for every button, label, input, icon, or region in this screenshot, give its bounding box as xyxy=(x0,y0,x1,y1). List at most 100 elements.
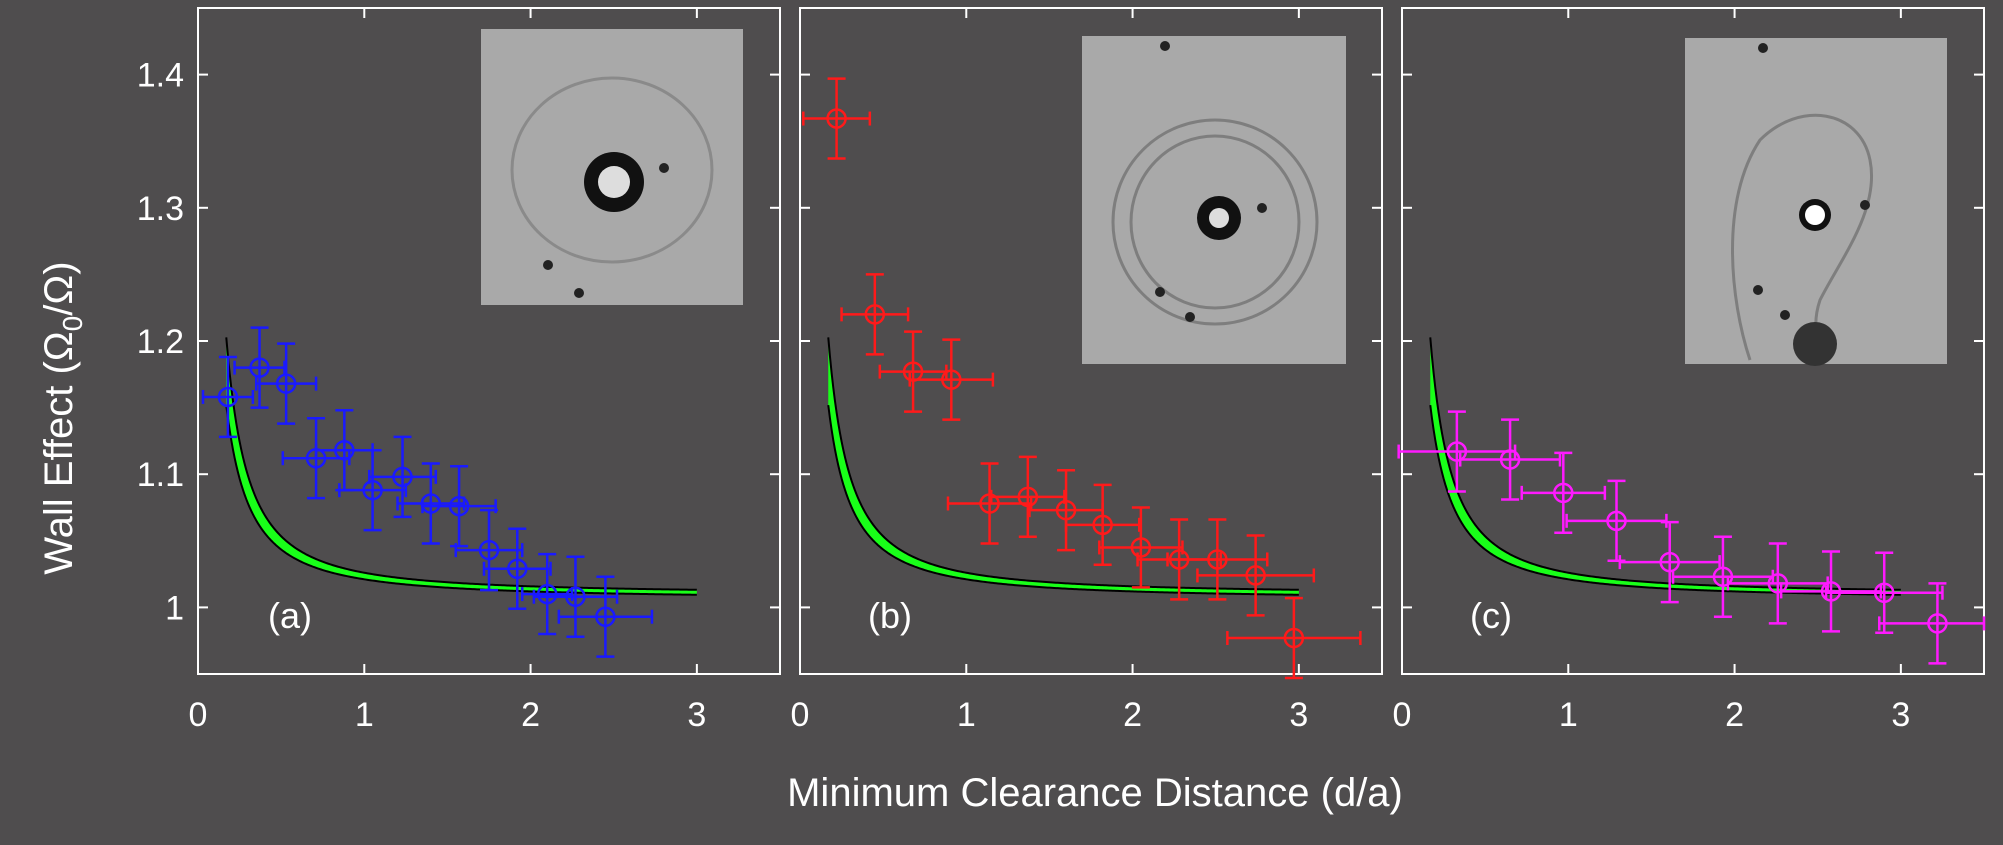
panel-c-marker xyxy=(1553,482,1574,504)
panel-b-band-fill xyxy=(828,337,1299,595)
panel-a-ticks: 0 1 2 3 1 1.1 1.2 1.3 1.4 xyxy=(137,8,780,734)
panel-c-marker xyxy=(1873,582,1895,603)
panel-a-data-point xyxy=(482,527,552,610)
panel-a-marker xyxy=(507,558,528,580)
panel-c-data-point xyxy=(1877,582,1986,665)
panel-a-y-tick-label: 1.4 xyxy=(137,57,184,95)
panel-c-x-tick-label: 1 xyxy=(1559,696,1578,734)
panel-a-marker xyxy=(249,357,270,378)
panel-b-ticks: 0 1 2 3 xyxy=(791,8,1382,734)
panel-c-marker xyxy=(1606,510,1627,532)
panel-a-inset-particle-core xyxy=(598,166,630,198)
panel-a-data-points xyxy=(201,326,654,658)
panel-b: 0 1 2 3 (b) xyxy=(791,7,1383,734)
panel-c-x-tick-label: 0 xyxy=(1393,696,1412,734)
panel-b-band-upper-edge xyxy=(827,337,1299,591)
panel-a-marker xyxy=(478,539,500,561)
panel-a-y-tick-label: 1.1 xyxy=(137,456,184,494)
panel-b-data-point xyxy=(1166,518,1269,601)
panel-a-marker xyxy=(217,386,239,408)
panel-b-data-point xyxy=(840,273,910,356)
panel-c-marker xyxy=(1659,551,1680,573)
panel-a-marker xyxy=(392,466,413,488)
panel-c-marker xyxy=(1712,566,1734,588)
panel-b-inset-ring-inner xyxy=(1129,134,1301,310)
panel-a-data-point xyxy=(233,326,286,409)
panel-c-inset-dot xyxy=(1780,310,1790,320)
panel-c-data-point xyxy=(1458,418,1562,501)
panel-c-data-point xyxy=(1520,451,1607,535)
panel-b-x-tick-label: 0 xyxy=(791,696,810,734)
panel-a: 0 1 2 3 1 1.1 1.2 1.3 1.4 (a) xyxy=(137,7,781,734)
panel-b-data-point xyxy=(908,338,995,421)
panel-a-x-tick-label: 0 xyxy=(189,696,208,734)
panel-b-theory-band xyxy=(827,337,1299,596)
panel-a-data-point xyxy=(532,555,619,638)
panel-a-y-tick-label: 1.2 xyxy=(137,323,184,361)
panel-c-inset-dot xyxy=(1753,285,1763,295)
panel-b-data-point xyxy=(946,462,1033,545)
panel-a-band-lower-edge xyxy=(225,404,697,596)
panel-c-inset-particle-core xyxy=(1805,205,1825,225)
panel-a-data-point xyxy=(421,464,497,548)
panel-a-data-point xyxy=(396,462,466,545)
panel-a-marker xyxy=(595,606,616,627)
panel-a-marker xyxy=(565,586,586,607)
panel-b-band-lower-edge xyxy=(827,404,1299,596)
panel-b-marker xyxy=(1017,486,1039,508)
panel-a-band-upper-edge xyxy=(225,337,697,591)
panel-c-marker xyxy=(1820,581,1842,602)
y-axis-label-sub: 0 xyxy=(57,316,88,332)
panel-b-data-point xyxy=(989,455,1066,539)
panel-c-data-point xyxy=(1779,550,1883,633)
panel-c: 0 1 2 3 (c) xyxy=(1393,7,1986,734)
panel-a-data-point xyxy=(557,575,654,658)
panel-c-data-point xyxy=(1618,520,1721,604)
panel-a-marker xyxy=(362,479,383,501)
panel-a-theory-band xyxy=(225,337,697,596)
panel-b-x-tick-label: 1 xyxy=(957,696,976,734)
panel-a-y-tick-label: 1.3 xyxy=(137,190,184,228)
panel-c-data-point xyxy=(1726,542,1829,625)
panel-a-inset-dot xyxy=(659,163,669,173)
panel-c-data-point xyxy=(1565,479,1668,563)
panel-c-ticks: 0 1 2 3 xyxy=(1393,8,1984,734)
panel-a-inset-photo xyxy=(481,29,743,305)
panel-b-marker xyxy=(826,108,847,129)
panel-b-marker xyxy=(1092,514,1113,536)
y-axis-label-main: Wall Effect (Ω xyxy=(37,331,81,574)
panel-a-data-point xyxy=(521,552,574,636)
panel-a-marker xyxy=(334,439,355,461)
panel-a-inset-dot xyxy=(543,260,553,270)
panel-a-marker xyxy=(536,583,558,605)
panel-c-x-tick-label: 2 xyxy=(1725,696,1744,734)
panel-b-inset-dot xyxy=(1185,312,1195,322)
panel-c-marker xyxy=(1446,441,1468,462)
panel-b-data-point xyxy=(1064,483,1141,567)
panel-c-marker xyxy=(1927,613,1948,634)
y-axis-label-end: /Ω) xyxy=(37,261,81,315)
panel-b-marker xyxy=(979,493,1000,514)
panel-c-data-point xyxy=(1671,535,1775,618)
panel-b-data-point xyxy=(1196,534,1316,617)
panel-b-x-tick-label: 3 xyxy=(1289,696,1308,734)
panel-b-inset-particle-core xyxy=(1209,208,1229,228)
x-axis-label: Minimum Clearance Distance (d/a) xyxy=(787,771,1403,815)
panel-a-inset-ring xyxy=(510,76,714,264)
panel-b-label: (b) xyxy=(868,595,912,636)
panel-c-marker xyxy=(1767,573,1789,594)
panel-c-data-point xyxy=(1824,551,1944,634)
panel-a-x-tick-label: 2 xyxy=(521,696,540,734)
panel-b-x-tick-label: 2 xyxy=(1123,696,1142,734)
panel-a-marker xyxy=(275,373,297,394)
panel-b-marker xyxy=(1130,537,1152,558)
panel-a-data-point xyxy=(254,342,318,425)
panel-b-inset-dot xyxy=(1257,203,1267,213)
panel-a-marker xyxy=(448,495,470,517)
panel-c-label: (c) xyxy=(1470,595,1512,636)
panel-c-inset-ring xyxy=(1731,113,1873,362)
panel-b-inset-photo xyxy=(1082,36,1346,364)
panel-a-data-point xyxy=(201,355,255,439)
panel-b-marker xyxy=(1245,565,1266,586)
